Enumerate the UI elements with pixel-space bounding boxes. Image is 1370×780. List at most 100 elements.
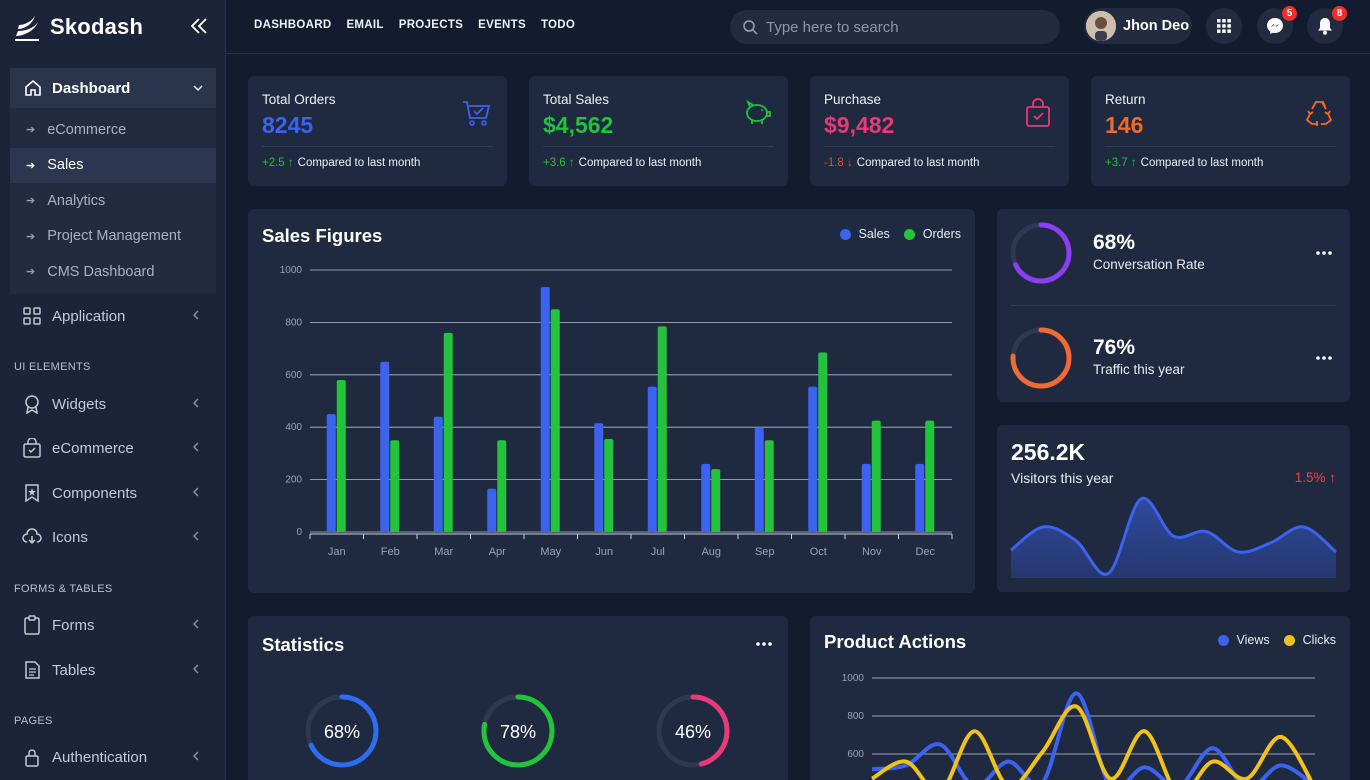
- stat-note: Compared to last month: [1140, 157, 1264, 169]
- sidebar-item-widgets[interactable]: Widgets: [10, 384, 216, 424]
- ring-progress: [1010, 327, 1072, 389]
- sidebar-subitem-analytics[interactable]: ➔ Analytics: [10, 183, 216, 219]
- bar-sales: [487, 488, 497, 532]
- statistics-card: Statistics 68% 78% 46%: [248, 616, 788, 780]
- shopping-bag-icon: [23, 438, 41, 458]
- search-input[interactable]: [766, 18, 1046, 36]
- sidebar-item-tables[interactable]: Tables: [10, 650, 216, 690]
- topnav-dashboard[interactable]: DASHBOARD: [254, 19, 332, 31]
- more-options-icon[interactable]: [1316, 251, 1332, 255]
- series-line-views: [871, 691, 1311, 780]
- sidebar-subitem-ecommerce[interactable]: ➔ eCommerce: [10, 112, 216, 148]
- document-icon: [25, 661, 40, 679]
- sidebar-subitem-project-management[interactable]: ➔ Project Management: [10, 219, 216, 255]
- legend-label: Clicks: [1302, 633, 1336, 647]
- award-icon: [25, 395, 39, 414]
- sidebar-item-label: Icons: [52, 528, 88, 546]
- bar-orders: [871, 420, 881, 532]
- bar-orders: [497, 440, 507, 532]
- area-line: [1010, 496, 1337, 576]
- sidebar-item-application[interactable]: Application: [10, 296, 216, 336]
- stat-note: Compared to last month: [297, 157, 421, 169]
- topnav-projects[interactable]: PROJECTS: [398, 19, 464, 31]
- traffic-ring: [1010, 327, 1072, 389]
- chevron-left-icon: [193, 751, 199, 761]
- apps-button[interactable]: [1206, 8, 1242, 44]
- bar-orders: [336, 380, 346, 532]
- arrow-right-icon: ➔: [26, 124, 36, 137]
- visitors-caption: Visitors this year: [1011, 470, 1114, 486]
- apps-grid-icon: [1217, 19, 1231, 33]
- sidebar-item-dashboard[interactable]: Dashboard: [10, 68, 216, 108]
- bar-sales: [915, 463, 925, 532]
- bar-sales: [594, 423, 604, 532]
- legend-dot: [903, 228, 915, 240]
- more-options-icon[interactable]: [1316, 356, 1332, 360]
- sidebar: Skodash Dashboard ➔ eCommerce ➔ Sales ➔ Ana…: [0, 0, 226, 780]
- bar-sales: [433, 416, 443, 532]
- sidebar-item-icons[interactable]: Icons: [10, 517, 216, 557]
- section-label-ui-elements: UI ELEMENTS: [14, 361, 91, 373]
- search-box: [730, 10, 1060, 44]
- bar-sales: [540, 287, 550, 532]
- search-icon: [743, 20, 758, 35]
- chevron-down-icon: [193, 85, 203, 91]
- stat-label: Total Orders: [262, 92, 336, 107]
- logo-icon: [15, 16, 39, 41]
- topnav-events[interactable]: EVENTS: [478, 19, 526, 31]
- legend-item-orders[interactable]: Orders: [903, 227, 961, 241]
- chevron-left-icon: [193, 398, 199, 408]
- subitem-label: Project Management: [47, 228, 182, 245]
- sidebar-item-authentication[interactable]: Authentication: [10, 737, 216, 777]
- more-options-icon[interactable]: [756, 642, 772, 646]
- sidebar-item-ecommerce[interactable]: eCommerce: [10, 428, 216, 468]
- ring-progress: [656, 694, 730, 768]
- sidebar-subitem-cms-dashboard[interactable]: ➔ CMS Dashboard: [10, 254, 216, 290]
- stat-value: 146: [1105, 112, 1144, 138]
- y-tick-label: 800: [847, 711, 864, 722]
- sales-bar-chart: 0 200 400 600 800 1000 Jan Feb Mar Apr May Jun Jul Au…: [280, 265, 953, 558]
- notifications-button[interactable]: 8: [1307, 6, 1347, 44]
- topnav-todo[interactable]: TODO: [540, 19, 576, 31]
- x-tick-label: Sep: [755, 546, 775, 558]
- home-icon: [25, 79, 41, 96]
- sidebar-subitem-sales[interactable]: ➔ Sales: [10, 147, 216, 183]
- section-label-pages: PAGES: [14, 715, 53, 727]
- x-tick-label: Nov: [862, 546, 882, 558]
- legend-item-sales[interactable]: Sales: [839, 227, 890, 241]
- piggy-bank-icon: [746, 99, 771, 124]
- divider: [262, 146, 493, 147]
- x-tick-label: Jul: [651, 546, 665, 558]
- x-tick-label: Aug: [701, 546, 721, 558]
- x-tick-label: Apr: [489, 546, 506, 558]
- legend-label: Orders: [922, 227, 961, 241]
- y-tick-label: 1000: [842, 673, 865, 684]
- stat-footer: +2.5 ↑ Compared to last month: [262, 157, 420, 169]
- bar-orders: [818, 352, 828, 532]
- stat-card-total-sales: Total Sales $4,562 +3.6 ↑ Compared to las…: [529, 76, 788, 186]
- sidebar-item-label: Application: [52, 307, 126, 325]
- stat-card-total-orders: Total Orders 8245 +2.5 ↑ Compared to last…: [248, 76, 507, 186]
- traffic-caption: Traffic this year: [1093, 362, 1185, 377]
- divider: [1105, 146, 1336, 147]
- messages-button[interactable]: 5: [1257, 6, 1297, 44]
- sidebar-item-forms[interactable]: Forms: [10, 605, 216, 645]
- arrow-right-icon: ➔: [26, 159, 36, 172]
- sidebar-item-components[interactable]: Components: [10, 473, 216, 513]
- arrow-right-icon: ➔: [26, 266, 36, 279]
- collapse-sidebar-icon[interactable]: [189, 16, 209, 36]
- legend-item-views[interactable]: Views: [1217, 633, 1270, 647]
- dashboard-submenu: ➔ eCommerce ➔ Sales ➔ Analytics ➔ Project Ma…: [10, 108, 216, 294]
- sidebar-item-label: eCommerce: [52, 439, 134, 457]
- x-tick-label: Mar: [434, 546, 453, 558]
- section-label-forms-tables: FORMS & TABLES: [14, 583, 113, 595]
- user-menu[interactable]: Jhon Deo: [1084, 8, 1192, 44]
- legend-item-clicks[interactable]: Clicks: [1283, 633, 1336, 647]
- conversion-value: 68%: [1093, 231, 1136, 254]
- topnav-email[interactable]: EMAIL: [346, 19, 384, 31]
- bar-sales: [861, 463, 871, 532]
- chevron-left-icon: [193, 442, 199, 452]
- brand-name: Skodash: [50, 14, 144, 39]
- stat-value: $9,482: [824, 112, 895, 138]
- stat-footer: +3.7 ↑ Compared to last month: [1105, 157, 1263, 169]
